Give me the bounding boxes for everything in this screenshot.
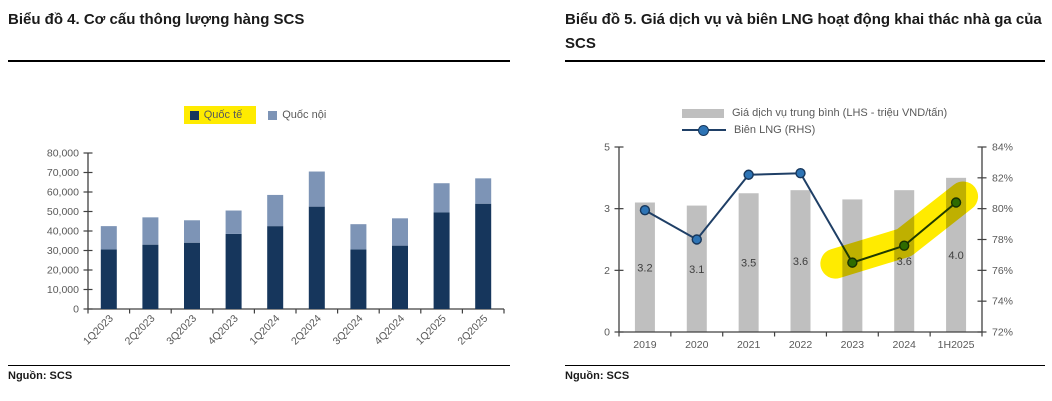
- bar-segment-quoc-noi: [392, 218, 408, 246]
- y-axis-tick-label: 30,000: [47, 245, 79, 257]
- legend-swatch-line: [682, 124, 726, 136]
- y-axis-tick-label: 40,000: [47, 226, 79, 238]
- bar-segment-quoc-te: [392, 245, 408, 309]
- legend-label-quoc-noi: Quốc nội: [282, 109, 327, 121]
- x-axis-category-label: 1H2025: [938, 339, 975, 351]
- y-axis-tick-label: 0: [73, 304, 79, 316]
- x-axis-category-label: 2022: [789, 339, 813, 351]
- x-axis-category-label: 4Q2024: [372, 313, 407, 348]
- x-axis-category-label: 4Q2023: [206, 313, 241, 348]
- x-axis-category-label: 3Q2023: [164, 313, 199, 348]
- y-axis-tick-label: 10,000: [47, 284, 79, 296]
- y-axis-tick-label: 20,000: [47, 265, 79, 277]
- legend-swatch-quoc-te: [189, 110, 199, 120]
- x-axis-category-label: 1Q2023: [81, 313, 116, 348]
- bar-value-label: 3.2: [637, 262, 652, 274]
- left-axis-tick-label: 5: [604, 142, 610, 154]
- bar-segment-quoc-te: [184, 242, 200, 309]
- bar-gia-dich-vu: [790, 190, 811, 332]
- line-marker: [691, 234, 702, 245]
- chart4-plot: 0 10,000 20,000 30,000 40,000 50,000 60,000 70,…: [47, 148, 505, 348]
- bar-segment-quoc-noi: [100, 226, 117, 250]
- line-marker: [743, 169, 754, 180]
- legend-line-marker: [698, 124, 709, 136]
- x-axis-category-label: 2Q2024: [289, 313, 324, 348]
- bar-segment-quoc-noi: [225, 210, 242, 234]
- right-axis-tick-label: 84%: [992, 142, 1013, 154]
- left-axis-tick-label: 0: [604, 327, 610, 339]
- legend-label-bien-lng: Biên LNG (RHS): [734, 124, 816, 136]
- bar-gia-dich-vu: [634, 202, 655, 332]
- chart4-bottom-rule: [8, 365, 510, 366]
- chart4-legend: Quốc tế Quốc nội: [8, 106, 510, 124]
- bar-gia-dich-vu: [738, 193, 759, 332]
- bar-value-label: 3.1: [689, 264, 704, 276]
- x-axis-category-label: 2021: [737, 339, 761, 351]
- left-axis-tick-label: 2: [604, 265, 610, 277]
- x-axis-category-label: 2024: [893, 339, 917, 351]
- chart4-title: Biểu đồ 4. Cơ cấu thông lượng hàng SCS: [8, 11, 305, 28]
- legend-item-bien-lng: Biên LNG (RHS): [682, 124, 815, 136]
- right-axis-tick-label: 76%: [992, 265, 1013, 277]
- chart5-bottom-rule: [565, 365, 1045, 366]
- x-axis-category-label: 2020: [685, 339, 709, 351]
- bar-segment-quoc-te: [433, 212, 450, 309]
- bar-segment-quoc-noi: [433, 183, 450, 213]
- left-axis-tick-label: 3: [604, 203, 610, 215]
- bar-value-label: 4.0: [948, 250, 963, 262]
- bar-segment-quoc-noi: [142, 217, 159, 245]
- y-axis-tick-label: 60,000: [47, 187, 79, 199]
- legend-label-gia-dich-vu: Giá dịch vụ trung bình (LHS - triệu VND/…: [732, 107, 948, 119]
- chart5-source: Nguồn: SCS: [565, 370, 630, 382]
- chart4-panel: Biểu đồ 4. Cơ cấu thông lượng hàng SCS Q…: [8, 8, 510, 396]
- x-axis-category-label: 2023: [841, 339, 865, 351]
- chart4-source: Nguồn: SCS: [8, 370, 73, 382]
- y-axis-tick-label: 70,000: [47, 167, 79, 179]
- bar-value-label: 3.6: [793, 256, 808, 268]
- highlight-band: [820, 181, 979, 279]
- right-axis-tick-label: 72%: [992, 327, 1013, 339]
- legend-swatch-bar: [682, 108, 724, 118]
- right-axis-tick-label: 82%: [992, 172, 1013, 184]
- bar-segment-quoc-te: [475, 203, 492, 309]
- right-axis-tick-label: 80%: [992, 203, 1013, 215]
- bar-segment-quoc-noi: [267, 194, 284, 227]
- legend-label-quoc-te: Quốc tế: [203, 109, 243, 121]
- x-axis-category-label: 2Q2025: [455, 313, 490, 348]
- legend-swatch-quoc-noi: [268, 110, 278, 120]
- bar-value-label: 3.5: [741, 258, 756, 270]
- x-axis-category-label: 2Q2023: [123, 313, 158, 348]
- bar-segment-quoc-te: [350, 249, 367, 309]
- bar-segment-quoc-te: [142, 244, 159, 309]
- bar-segment-quoc-te: [100, 249, 117, 309]
- bar-segment-quoc-te: [308, 206, 325, 309]
- x-axis-category-label: 1Q2025: [414, 313, 449, 348]
- chart5-legend: Giá dịch vụ trung bình (LHS - triệu VND/…: [682, 107, 947, 136]
- x-axis-category-label: 1Q2024: [247, 313, 282, 348]
- right-axis-tick-label: 74%: [992, 296, 1013, 308]
- bar-segment-quoc-noi: [308, 171, 325, 207]
- chart4-title-rule: [8, 60, 510, 62]
- bar-segment-quoc-noi: [350, 224, 367, 250]
- chart5-title: Biểu đồ 5. Giá dịch vụ và biên LNG hoạt …: [565, 11, 1042, 52]
- x-axis-category-label: 3Q2024: [331, 313, 366, 348]
- legend-item-quoc-noi: Quốc nội: [264, 106, 334, 124]
- bar-segment-quoc-te: [267, 226, 284, 309]
- bar-segment-quoc-noi: [184, 220, 200, 243]
- y-axis-tick-label: 80,000: [47, 148, 79, 160]
- legend-item-quoc-te: Quốc tế: [183, 106, 257, 124]
- line-marker: [795, 168, 806, 179]
- right-axis-tick-label: 78%: [992, 234, 1013, 246]
- bar-segment-quoc-te: [225, 233, 242, 309]
- line-marker: [639, 205, 651, 216]
- bar-segment-quoc-noi: [475, 178, 492, 204]
- legend-item-gia-dich-vu: Giá dịch vụ trung bình (LHS - triệu VND/…: [682, 107, 947, 119]
- y-axis-tick-label: 50,000: [47, 206, 79, 218]
- chart5-title-rule: [565, 60, 1045, 62]
- x-axis-category-label: 2019: [633, 339, 657, 351]
- chart5-panel: Biểu đồ 5. Giá dịch vụ và biên LNG hoạt …: [565, 8, 1045, 396]
